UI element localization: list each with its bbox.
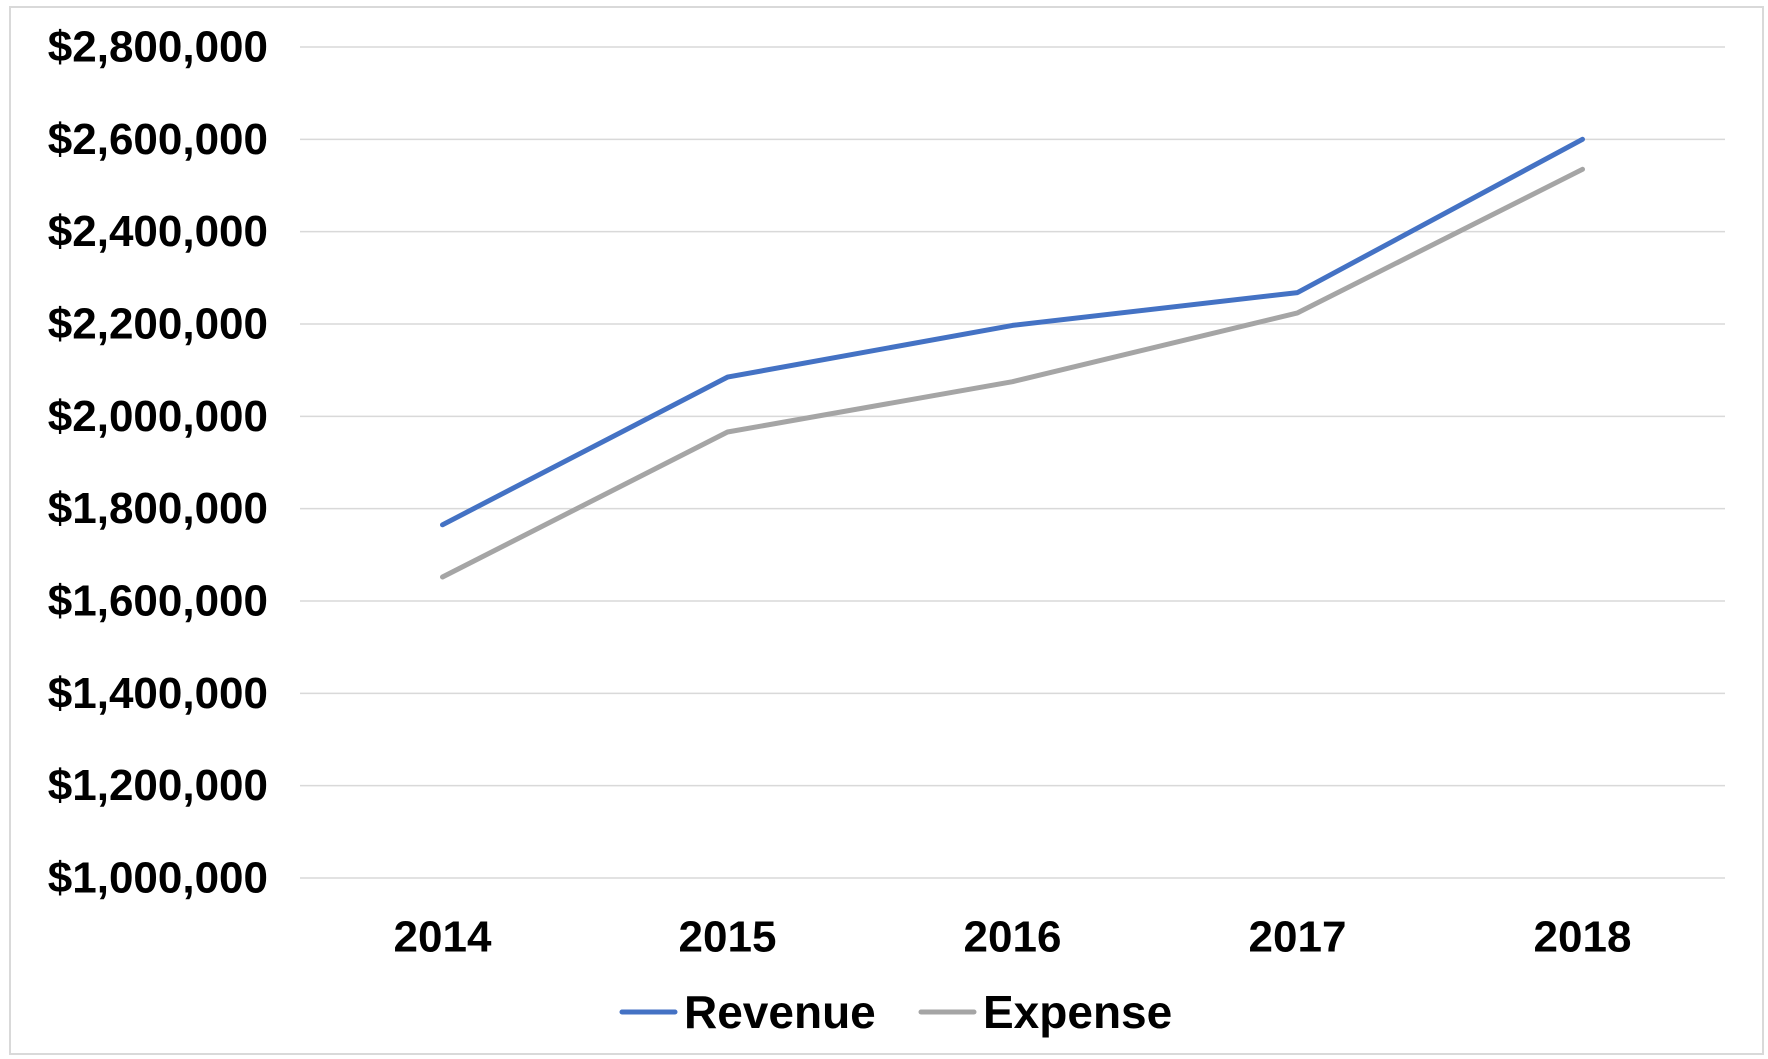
y-tick-label: $1,600,000 [48, 577, 268, 626]
x-tick-label: 2018 [1534, 913, 1632, 962]
x-tick-label: 2017 [1249, 913, 1347, 962]
y-tick-label: $1,200,000 [48, 761, 268, 810]
x-tick-label: 2015 [679, 913, 777, 962]
legend: Revenue Expense [619, 986, 1172, 1038]
y-axis-tick-labels: $1,000,000 $1,200,000 $1,400,000 $1,600,000… [48, 23, 268, 903]
x-axis-tick-labels: 2014 2015 2016 2017 2018 [394, 913, 1632, 962]
y-tick-label: $2,000,000 [48, 392, 268, 441]
legend-label-revenue: Revenue [684, 986, 876, 1038]
chart-frame [9, 6, 1764, 1055]
y-tick-label: $1,000,000 [48, 854, 268, 903]
gridlines [300, 46, 1725, 879]
x-tick-label: 2014 [394, 913, 492, 962]
y-tick-label: $1,400,000 [48, 669, 268, 718]
y-tick-label: $2,400,000 [48, 207, 268, 256]
series-lines [440, 136, 1585, 580]
legend-label-expense: Expense [983, 986, 1172, 1038]
series-line-expense [440, 166, 1585, 580]
y-tick-label: $2,200,000 [48, 300, 268, 349]
y-tick-label: $2,600,000 [48, 115, 268, 164]
series-line-revenue [440, 136, 1585, 528]
y-tick-label: $2,800,000 [48, 23, 268, 72]
y-tick-label: $1,800,000 [48, 484, 268, 533]
x-tick-label: 2016 [964, 913, 1062, 962]
